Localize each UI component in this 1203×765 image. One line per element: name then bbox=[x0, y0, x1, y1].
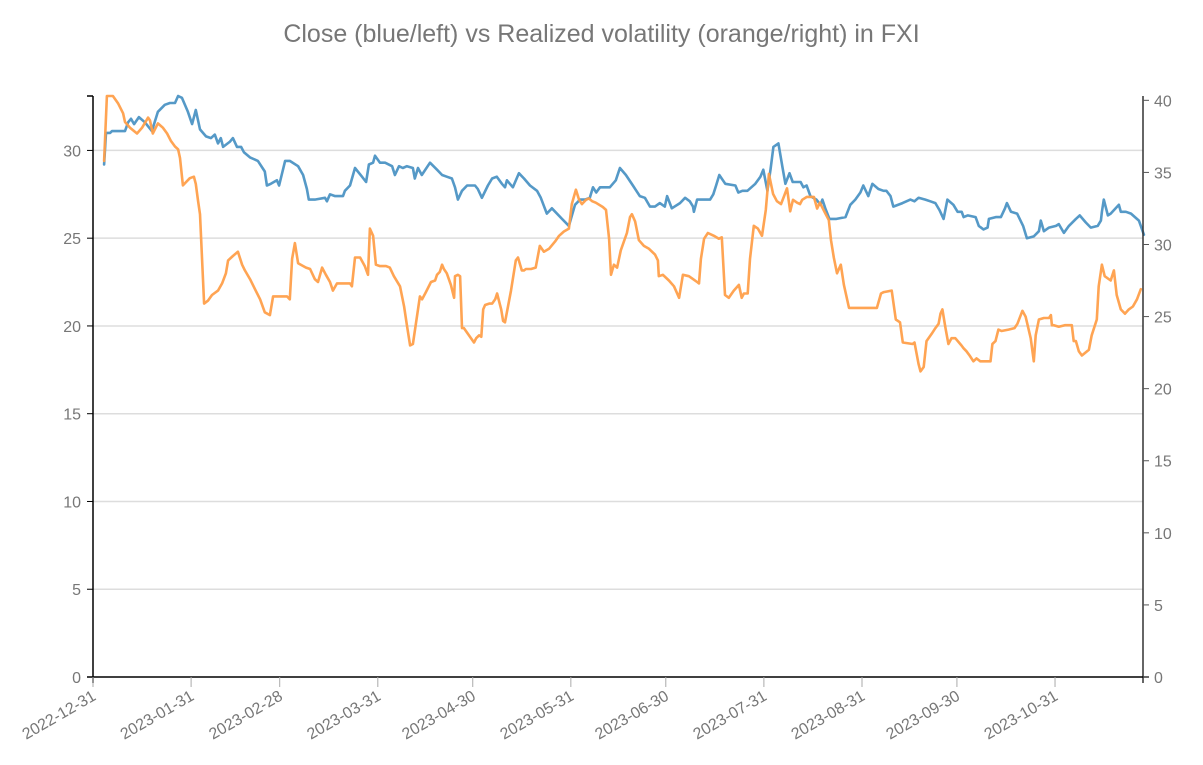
left-y-tick-label: 20 bbox=[63, 319, 81, 336]
right-y-tick-label: 25 bbox=[1154, 310, 1172, 327]
left-y-tick-label: 15 bbox=[63, 407, 81, 424]
gridlines bbox=[93, 149, 1143, 590]
x-tick-label: 2023-04-30 bbox=[399, 688, 478, 744]
right-y-tick-label: 10 bbox=[1154, 526, 1172, 543]
series-lines bbox=[102, 94, 1146, 373]
left-y-tick-label: 30 bbox=[63, 143, 81, 160]
x-tick-label: 2023-03-31 bbox=[304, 688, 383, 744]
left-y-tick-label: 0 bbox=[72, 670, 81, 687]
x-tick-label: 2023-08-31 bbox=[789, 688, 868, 744]
right-y-tick-label: 30 bbox=[1154, 237, 1172, 254]
left-y-tick-label: 10 bbox=[63, 494, 81, 511]
x-tick-label: 2023-06-30 bbox=[592, 688, 671, 744]
x-tick-label: 2023-07-31 bbox=[691, 688, 770, 744]
chart-title: Close (blue/left) vs Realized volatility… bbox=[283, 20, 920, 48]
x-tick-label: 2023-02-28 bbox=[206, 688, 285, 744]
x-tick-label: 2023-01-31 bbox=[118, 688, 197, 744]
left-y-tick-label: 5 bbox=[72, 582, 81, 599]
x-tick-label: 2023-05-31 bbox=[497, 688, 576, 744]
right-y-tick-label: 5 bbox=[1154, 598, 1163, 615]
left-y-tick-label: 25 bbox=[63, 231, 81, 248]
x-tick-label: 2023-10-31 bbox=[982, 688, 1061, 744]
right-y-tick-label: 20 bbox=[1154, 382, 1172, 399]
volatility-series-line bbox=[102, 94, 1143, 373]
close-series-line bbox=[102, 94, 1146, 240]
right-y-tick-label: 35 bbox=[1154, 165, 1172, 182]
right-y-tick-label: 40 bbox=[1154, 93, 1172, 110]
right-y-tick-label: 0 bbox=[1154, 670, 1163, 687]
x-tick-label: 2022-12-31 bbox=[20, 688, 99, 744]
x-tick-label: 2023-09-30 bbox=[884, 688, 963, 744]
right-y-tick-label: 15 bbox=[1154, 454, 1172, 471]
